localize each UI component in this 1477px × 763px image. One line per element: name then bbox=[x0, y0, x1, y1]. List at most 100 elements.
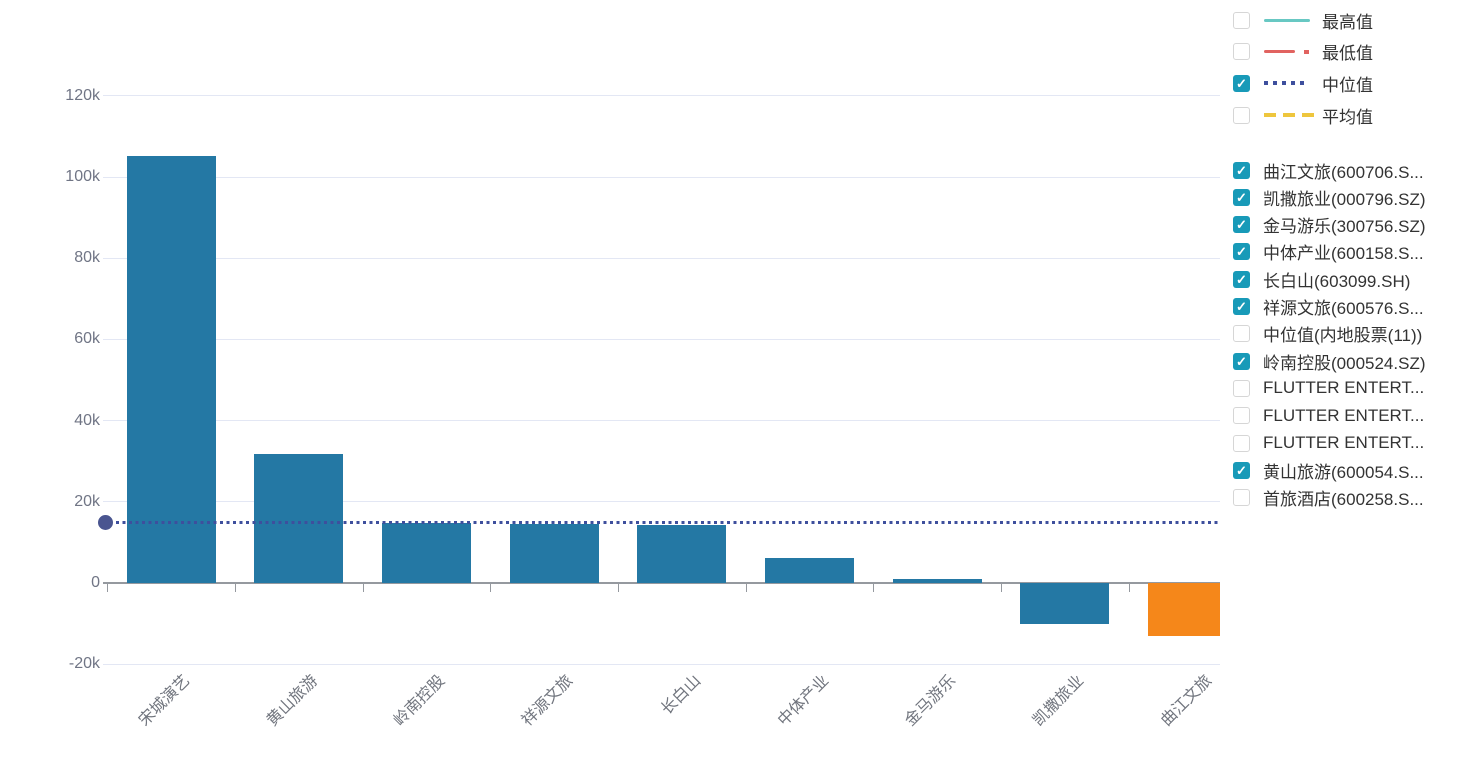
series-legend-item[interactable]: ✓ 金马游乐(300756.SZ) bbox=[1233, 213, 1426, 237]
legend-item-label: 中位值 bbox=[1322, 75, 1373, 95]
y-axis-tick-label: 120k bbox=[65, 86, 100, 104]
x-axis-tick bbox=[107, 583, 109, 592]
checkbox-unchecked[interactable] bbox=[1233, 325, 1250, 343]
series-legend-item-label: 首旅酒店(600258.S... bbox=[1263, 490, 1424, 510]
gridline bbox=[103, 338, 1220, 340]
solid-line-swatch-icon bbox=[1264, 18, 1314, 22]
checkbox-checked[interactable]: ✓ bbox=[1233, 270, 1250, 288]
checkbox-checked[interactable]: ✓ bbox=[1233, 298, 1250, 315]
dotted-segment bbox=[1264, 81, 1308, 86]
legend-item-最低值[interactable]: 最低值 bbox=[1233, 40, 1373, 64]
series-legend-item-label: 曲江文旅(600706.S... bbox=[1263, 162, 1424, 182]
checkbox-checked[interactable]: ✓ bbox=[1233, 188, 1250, 206]
y-axis-tick-label: 60k bbox=[74, 330, 100, 348]
legend-item-label: 最高值 bbox=[1322, 12, 1373, 32]
checkbox-unchecked[interactable] bbox=[1233, 489, 1250, 507]
x-axis-tick bbox=[362, 583, 364, 592]
x-axis-zero-line bbox=[103, 582, 1220, 584]
x-axis-category-label: 宋城演艺 bbox=[135, 672, 194, 730]
bar-金马游乐[interactable] bbox=[892, 578, 982, 583]
median-line bbox=[103, 521, 1220, 525]
checkbox-unchecked[interactable] bbox=[1233, 379, 1250, 397]
series-legend-item[interactable]: 首旅酒店(600258.S... bbox=[1233, 486, 1424, 510]
series-legend-item[interactable]: ✓ 中体产业(600158.S... bbox=[1233, 240, 1424, 264]
gridline bbox=[103, 663, 1220, 665]
series-legend-item-label: 中体产业(600158.S... bbox=[1263, 244, 1424, 264]
check-icon: ✓ bbox=[1236, 217, 1247, 233]
series-legend-item[interactable]: ✓ 岭南控股(000524.SZ) bbox=[1233, 349, 1426, 373]
legend-item-中位值[interactable]: ✓ 中位值 bbox=[1233, 71, 1373, 95]
bar-宋城演艺[interactable] bbox=[126, 155, 216, 583]
bar-岭南控股[interactable] bbox=[381, 522, 471, 583]
dashed-line-swatch-icon bbox=[1264, 113, 1314, 118]
series-legend-item-label: 黄山旅游(600054.S... bbox=[1263, 462, 1424, 482]
y-axis-tick-label: 40k bbox=[74, 411, 100, 429]
series-legend-item-label: 岭南控股(000524.SZ) bbox=[1263, 353, 1426, 373]
check-icon: ✓ bbox=[1236, 462, 1247, 478]
x-axis-category-label: 凯撒旅业 bbox=[1029, 672, 1088, 730]
series-legend-item-label: 凯撒旅业(000796.SZ) bbox=[1263, 189, 1426, 209]
gridline bbox=[103, 420, 1220, 422]
x-axis-category-label: 岭南控股 bbox=[391, 672, 449, 730]
checkbox-checked[interactable]: ✓ bbox=[1233, 74, 1250, 92]
series-legend-item[interactable]: ✓ 凯撒旅业(000796.SZ) bbox=[1233, 185, 1426, 209]
series-legend-item[interactable]: FLUTTER ENTERT... bbox=[1233, 376, 1424, 400]
dotted-line-swatch-icon bbox=[1264, 81, 1314, 86]
gridline bbox=[103, 176, 1220, 178]
y-axis-tick-label: 20k bbox=[74, 492, 100, 510]
series-legend-item-label: 祥源文旅(600576.S... bbox=[1263, 299, 1424, 318]
y-axis-tick-label: -20k bbox=[68, 655, 100, 673]
x-axis-category-label: 祥源文旅 bbox=[519, 672, 577, 730]
y-axis-tick-label: 100k bbox=[65, 168, 100, 185]
series-legend-item[interactable]: 中位值(内地股票(11)) bbox=[1233, 322, 1422, 346]
series-legend-item-label: 中位值(内地股票(11)) bbox=[1263, 326, 1423, 346]
series-legend-item[interactable]: FLUTTER ENTERT... bbox=[1233, 404, 1424, 428]
check-icon: ✓ bbox=[1236, 75, 1247, 91]
checkbox-checked[interactable]: ✓ bbox=[1233, 461, 1250, 479]
bar-中体产业[interactable] bbox=[765, 557, 854, 583]
checkbox-unchecked[interactable] bbox=[1233, 11, 1250, 29]
checkbox-checked[interactable]: ✓ bbox=[1233, 216, 1250, 234]
series-legend-item[interactable]: FLUTTER ENTERT... bbox=[1233, 431, 1424, 455]
checkbox-unchecked[interactable] bbox=[1233, 407, 1250, 425]
checkbox-unchecked[interactable] bbox=[1233, 106, 1250, 124]
checkbox-checked[interactable]: ✓ bbox=[1233, 161, 1250, 179]
x-axis-tick bbox=[617, 583, 619, 592]
series-legend-item[interactable]: ✓ 黄山旅游(600054.S... bbox=[1233, 458, 1424, 482]
x-axis-tick bbox=[490, 583, 492, 592]
legend-item-最高值[interactable]: 最高值 bbox=[1233, 8, 1373, 32]
check-icon: ✓ bbox=[1236, 162, 1247, 178]
bar-凯撒旅业[interactable] bbox=[1020, 583, 1110, 624]
gridline bbox=[103, 95, 1220, 97]
bar-曲江文旅[interactable] bbox=[1148, 583, 1220, 637]
x-axis-category-label: 金马游乐 bbox=[902, 672, 960, 730]
check-icon: ✓ bbox=[1236, 271, 1247, 287]
dash-segment bbox=[1264, 49, 1295, 54]
series-legend-item-label: FLUTTER ENTERT... bbox=[1263, 433, 1425, 452]
bar-长白山[interactable] bbox=[637, 524, 727, 583]
series-legend-item[interactable]: ✓ 祥源文旅(600576.S... bbox=[1233, 295, 1424, 319]
series-legend-item[interactable]: ✓ 长白山(603099.SH) bbox=[1233, 267, 1410, 291]
x-axis-tick bbox=[873, 583, 875, 592]
checkbox-unchecked[interactable] bbox=[1233, 43, 1250, 61]
gridline bbox=[103, 501, 1220, 503]
check-icon: ✓ bbox=[1236, 299, 1247, 314]
x-axis-tick bbox=[745, 583, 747, 592]
line-segment bbox=[1264, 18, 1310, 22]
legend-item-label: 平均值 bbox=[1322, 107, 1373, 127]
legend-item-label: 最低值 bbox=[1322, 44, 1373, 64]
x-axis-category-label: 中体产业 bbox=[774, 672, 832, 730]
checkbox-checked[interactable]: ✓ bbox=[1233, 352, 1250, 370]
x-axis-tick bbox=[234, 583, 236, 592]
series-legend-item[interactable]: ✓ 曲江文旅(600706.S... bbox=[1233, 158, 1424, 182]
checkbox-checked[interactable]: ✓ bbox=[1233, 243, 1250, 261]
y-axis-tick-label: 0 bbox=[91, 574, 100, 591]
bar-黄山旅游[interactable] bbox=[254, 453, 344, 583]
x-axis-category-label: 黄山旅游 bbox=[263, 672, 321, 730]
dash-dot-line-swatch-icon bbox=[1264, 49, 1314, 54]
bar-祥源文旅[interactable] bbox=[509, 523, 599, 583]
checkbox-unchecked[interactable] bbox=[1233, 434, 1250, 452]
legend-item-平均值[interactable]: 平均值 bbox=[1233, 103, 1373, 127]
series-legend-item-label: FLUTTER ENTERT... bbox=[1263, 378, 1425, 398]
